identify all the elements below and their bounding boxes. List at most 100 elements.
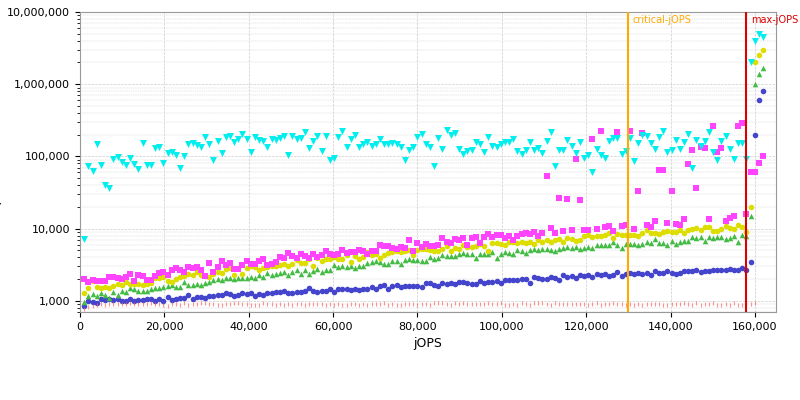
- 95-th percentile: [715, 226, 728, 232]
- median: [536, 276, 549, 282]
- 99-th percentile: [178, 269, 190, 275]
- max: [182, 141, 194, 148]
- 95-th percentile: [590, 232, 603, 239]
- max: [515, 151, 528, 157]
- min: [532, 300, 545, 306]
- 90-th percentile: [490, 255, 503, 261]
- median: [732, 267, 745, 273]
- 99-th percentile: [370, 248, 382, 254]
- 90-th percentile: [182, 282, 194, 288]
- max: [382, 141, 394, 147]
- min: [353, 302, 366, 308]
- 95-th percentile: [94, 285, 107, 291]
- 95-th percentile: [670, 229, 682, 235]
- 90-th percentile: [298, 267, 311, 273]
- min: [140, 301, 153, 307]
- max: [540, 138, 553, 144]
- 90-th percentile: [202, 279, 215, 286]
- 95-th percentile: [140, 281, 153, 288]
- min: [519, 301, 532, 308]
- 99-th percentile: [474, 240, 486, 246]
- median: [465, 281, 478, 287]
- 90-th percentile: [449, 253, 462, 260]
- 90-th percentile: [119, 289, 132, 296]
- min: [344, 301, 357, 307]
- 99-th percentile: [574, 197, 586, 204]
- median: [640, 270, 653, 276]
- 90-th percentile: [744, 213, 757, 219]
- 90-th percentile: [632, 242, 645, 248]
- 90-th percentile: [557, 245, 570, 251]
- 95-th percentile: [361, 248, 374, 255]
- min: [740, 301, 753, 308]
- 90-th percentile: [294, 271, 307, 277]
- 99-th percentile: [632, 188, 645, 194]
- 95-th percentile: [240, 265, 253, 271]
- 95-th percentile: [711, 228, 724, 234]
- median: [586, 274, 598, 280]
- max: [366, 142, 378, 149]
- max: [507, 136, 520, 142]
- 99-th percentile: [270, 259, 282, 265]
- min: [115, 301, 128, 307]
- 99-th percentile: [536, 230, 549, 236]
- min: [657, 302, 670, 308]
- 99-th percentile: [407, 248, 420, 254]
- min: [98, 302, 111, 309]
- 99-th percentile: [715, 144, 728, 151]
- min: [282, 301, 294, 308]
- min: [498, 302, 511, 308]
- max: [340, 144, 353, 150]
- min: [211, 302, 224, 308]
- 95-th percentile: [586, 234, 598, 240]
- max: [636, 132, 649, 138]
- 99-th percentile: [278, 255, 290, 262]
- 90-th percentile: [307, 268, 320, 274]
- min: [578, 301, 590, 307]
- median: [428, 282, 441, 288]
- median: [449, 280, 462, 287]
- max: [440, 127, 453, 133]
- 90-th percentile: [578, 245, 590, 251]
- 95-th percentile: [540, 236, 553, 243]
- max: [528, 147, 541, 154]
- median: [553, 277, 566, 284]
- median: [94, 296, 107, 302]
- 99-th percentile: [449, 236, 462, 243]
- 95-th percentile: [744, 204, 757, 210]
- min: [245, 302, 258, 308]
- 90-th percentile: [665, 238, 678, 244]
- 90-th percentile: [278, 269, 290, 275]
- median: [270, 288, 282, 295]
- median: [245, 290, 258, 297]
- median: [753, 97, 766, 104]
- 99-th percentile: [557, 228, 570, 234]
- max: [736, 139, 749, 146]
- min: [582, 302, 594, 308]
- median: [682, 268, 694, 275]
- 99-th percentile: [136, 273, 149, 280]
- median: [494, 280, 507, 286]
- 90-th percentile: [370, 258, 382, 264]
- 90-th percentile: [357, 263, 370, 269]
- 90-th percentile: [670, 241, 682, 248]
- 99-th percentile: [361, 251, 374, 257]
- 90-th percentile: [528, 246, 541, 252]
- 90-th percentile: [382, 261, 394, 267]
- 99-th percentile: [665, 188, 678, 195]
- min: [82, 304, 94, 310]
- 95-th percentile: [727, 226, 740, 232]
- max: [419, 141, 432, 148]
- 95-th percentile: [182, 271, 194, 277]
- 99-th percentile: [253, 258, 266, 264]
- 90-th percentile: [415, 258, 428, 264]
- max: [257, 137, 270, 144]
- 99-th percentile: [507, 236, 520, 243]
- 99-th percentile: [570, 156, 582, 162]
- 90-th percentile: [103, 294, 116, 301]
- min: [523, 301, 536, 308]
- 95-th percentile: [166, 279, 178, 285]
- max: [553, 147, 566, 153]
- max: [407, 144, 420, 150]
- min: [149, 301, 162, 308]
